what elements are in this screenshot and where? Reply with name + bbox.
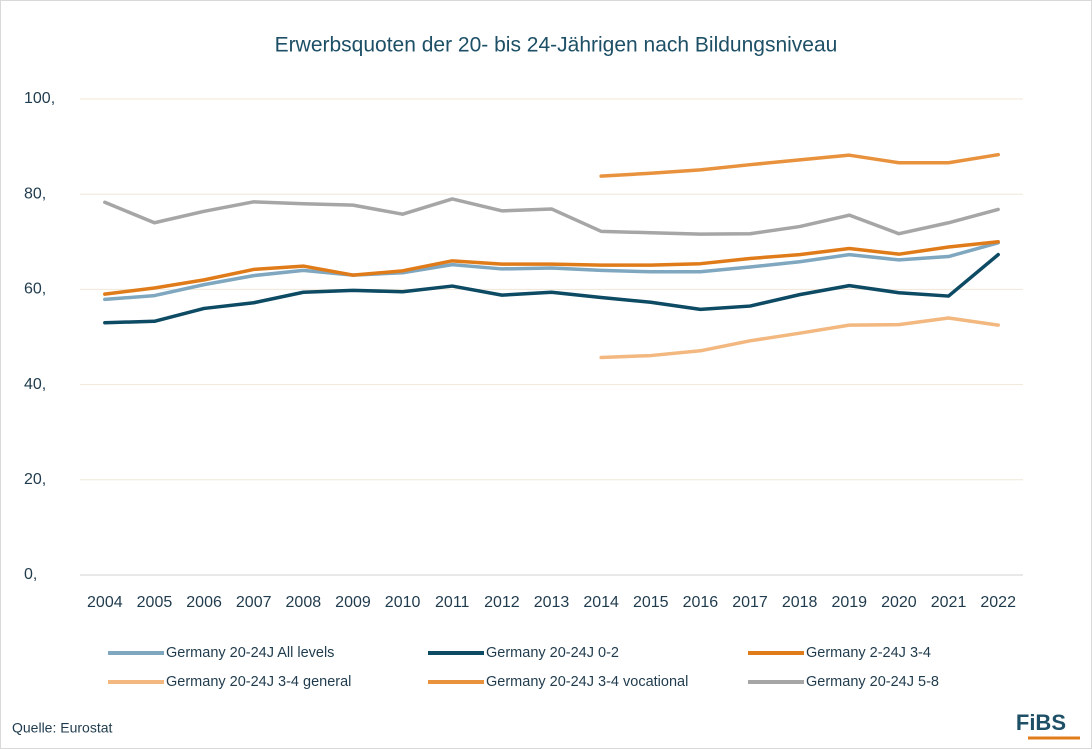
series-line <box>599 152 1000 178</box>
x-tick-label: 2018 <box>782 594 818 611</box>
x-tick-label: 2014 <box>583 594 619 611</box>
legend-label: Germany 20-24J 3-4 general <box>166 674 351 690</box>
x-tick-label: 2016 <box>683 594 719 611</box>
x-tick-label: 2019 <box>831 594 867 611</box>
y-tick-label: 20, <box>24 471 46 488</box>
chart-title: Erwerbsquoten der 20- bis 24-Jährigen na… <box>275 34 838 57</box>
x-tick-label: 2017 <box>732 594 768 611</box>
x-tick-label: 2009 <box>335 594 371 611</box>
x-tick-label: 2015 <box>633 594 669 611</box>
series-line <box>103 197 1000 236</box>
y-tick-label: 0, <box>24 566 37 583</box>
x-tick-label: 2004 <box>87 594 123 611</box>
logo: FiBS <box>1016 710 1066 735</box>
x-tick-label: 2021 <box>931 594 967 611</box>
y-tick-label: 100, <box>24 90 55 107</box>
x-tick-label: 2020 <box>881 594 917 611</box>
x-tick-label: 2005 <box>137 594 173 611</box>
x-tick-label: 2022 <box>980 594 1016 611</box>
x-tick-label: 2013 <box>534 594 570 611</box>
x-tick-label: 2007 <box>236 594 272 611</box>
series-line <box>599 316 1000 360</box>
x-tick-label: 2008 <box>286 594 322 611</box>
source: Quelle: Eurostat <box>12 720 112 736</box>
series-line <box>103 252 1000 325</box>
legend-label: Germany 2-24J 3-4 <box>806 645 931 661</box>
y-tick-label: 40, <box>24 376 46 393</box>
legend-label: Germany 20-24J 3-4 vocational <box>486 674 688 690</box>
x-tick-label: 2006 <box>186 594 222 611</box>
x-tick-label: 2012 <box>484 594 520 611</box>
legend-label: Germany 20-24J All levels <box>166 645 334 661</box>
legend-label: Germany 20-24J 0-2 <box>486 645 619 661</box>
legend-label: Germany 20-24J 5-8 <box>806 674 939 690</box>
y-tick-label: 80, <box>24 185 46 202</box>
y-tick-label: 60, <box>24 281 46 298</box>
x-tick-label: 2011 <box>435 594 470 611</box>
x-tick-label: 2010 <box>385 594 421 611</box>
series-line <box>103 241 1000 302</box>
series-line <box>103 240 1000 296</box>
